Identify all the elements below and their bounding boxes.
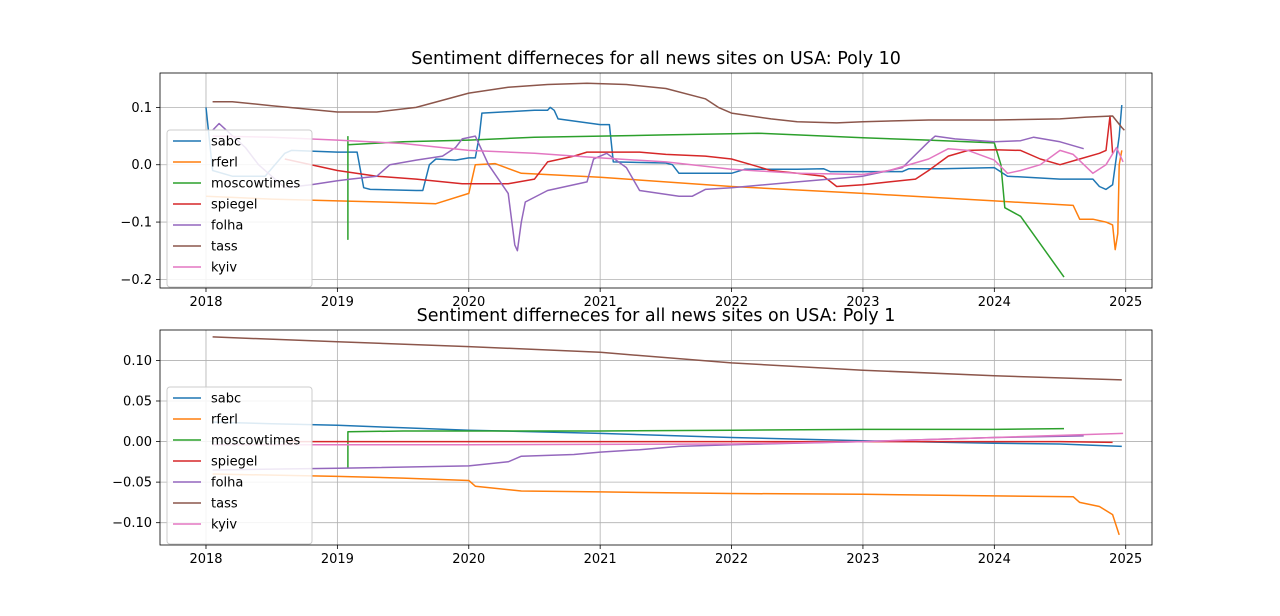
legend-box	[166, 386, 313, 545]
plot-frame	[159, 72, 1153, 289]
x-tick-label: 2022	[715, 295, 748, 310]
legend-label-folha: folha	[211, 219, 243, 234]
series-line-tass	[212, 82, 1125, 131]
plot-frame	[159, 329, 1153, 546]
legend-label-kyiv: kyiv	[211, 518, 237, 533]
legend-label-tass: tass	[211, 240, 238, 255]
series-line-rferl	[205, 150, 1123, 251]
x-tick-label: 2021	[584, 295, 617, 310]
y-tick-label: −0.10	[112, 516, 152, 531]
x-tick-label: 2018	[189, 552, 222, 567]
y-tick-label: 0.10	[123, 354, 152, 369]
x-tick-label: 2021	[584, 552, 617, 567]
y-tick-label: −0.05	[112, 476, 152, 491]
x-tick-label: 2018	[189, 295, 222, 310]
y-tick-label: 0.00	[123, 435, 152, 450]
x-tick-label: 2023	[846, 552, 879, 567]
y-tick-label: 0.0	[131, 158, 152, 173]
legend-label-moscowtimes: moscowtimes	[211, 177, 300, 192]
x-tick-label: 2024	[978, 295, 1011, 310]
chart-title: Sentiment differneces for all news sites…	[411, 49, 901, 69]
series-line-kyiv	[212, 432, 1124, 446]
legend-label-sabc: sabc	[211, 392, 241, 407]
series-line-moscowtimes	[347, 427, 1065, 468]
legend-label-tass: tass	[211, 497, 238, 512]
y-tick-label: −0.1	[120, 216, 152, 231]
legend-label-rferl: rferl	[211, 156, 238, 171]
series-line-spiegel	[284, 440, 1113, 444]
legend-label-sabc: sabc	[211, 135, 241, 150]
x-tick-label: 2025	[1109, 552, 1142, 567]
chart-2: 2018 2019 2020 2021 2022 2023 2024 2025 0.10 0.05…	[112, 306, 1153, 567]
legend-label-kyiv: kyiv	[211, 261, 237, 276]
legend: sabc rferl moscowtimes spiegel folha tass kyiv	[166, 129, 313, 288]
x-tick-label: 2025	[1109, 295, 1142, 310]
series-line-sabc	[205, 105, 1123, 192]
series-line-tass	[212, 336, 1122, 381]
legend-label-moscowtimes: moscowtimes	[211, 434, 300, 449]
x-tick-label: 2024	[978, 552, 1011, 567]
y-tick-label: 0.05	[123, 394, 152, 409]
x-tick-label: 2023	[846, 295, 879, 310]
series-line-rferl	[212, 473, 1120, 536]
series-line-sabc	[212, 421, 1122, 448]
legend-label-spiegel: spiegel	[211, 198, 258, 213]
x-tick-label: 2019	[321, 552, 354, 567]
chart-title: Sentiment differneces for all news sites…	[417, 306, 896, 326]
series-line-kyiv	[212, 135, 1124, 176]
x-tick-label: 2019	[321, 295, 354, 310]
legend-label-rferl: rferl	[211, 413, 238, 428]
series-line-folha	[212, 122, 1084, 252]
legend-label-folha: folha	[211, 476, 243, 491]
legend: sabc rferl moscowtimes spiegel folha tass kyiv	[166, 386, 313, 545]
legend-box	[166, 129, 313, 288]
y-tick-label: 0.1	[131, 101, 152, 116]
x-tick-label: 2020	[452, 295, 485, 310]
y-tick-label: −0.2	[120, 273, 152, 288]
x-tick-label: 2022	[715, 552, 748, 567]
series-line-spiegel	[284, 115, 1114, 188]
chart-1: 2018 2019 2020 2021 2022 2023 2024 2025 0.1 0.0 −0…	[120, 49, 1153, 310]
x-tick-label: 2020	[452, 552, 485, 567]
legend-label-spiegel: spiegel	[211, 455, 258, 470]
